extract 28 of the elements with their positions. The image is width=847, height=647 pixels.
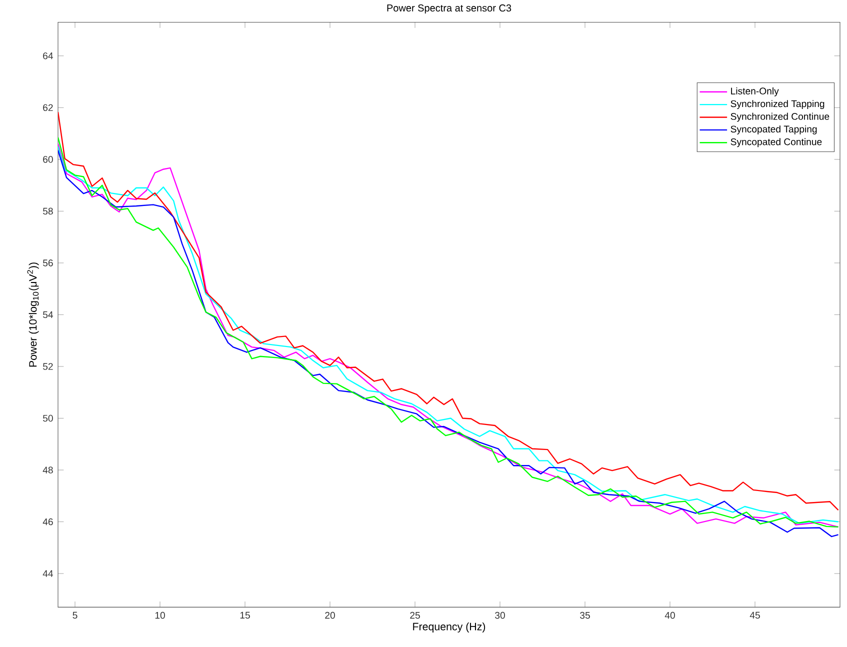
- x-tick-label: 40: [664, 612, 675, 619]
- x-tick-label: 5: [72, 612, 78, 619]
- y-axis-title: Power (10*log$_{10}$(μV$^{2}$)): [27, 262, 39, 367]
- chart-title: Power Spectra at sensor C3: [387, 4, 512, 14]
- legend-label: Synchronized Tapping: [730, 100, 824, 109]
- y-tick-label: 54: [42, 311, 54, 318]
- x-tick-label: 25: [410, 612, 420, 619]
- y-tick-label: 48: [42, 466, 53, 474]
- x-tick-label: 35: [580, 612, 590, 619]
- legend-label: Synchronized Continue: [730, 112, 830, 122]
- legend-label: Syncopated Tapping: [730, 125, 817, 134]
- y-tick-label: 58: [42, 208, 53, 214]
- x-tick-label: 15: [240, 612, 250, 619]
- x-axis-title: Frequency (Hz): [413, 622, 486, 632]
- y-tick-label: 64: [43, 52, 54, 60]
- y-tick-label: 44: [42, 570, 54, 577]
- y-tick-label: 56: [42, 259, 53, 266]
- legend-label: Listen-Only: [731, 87, 779, 96]
- y-tick-label: 60: [43, 156, 53, 163]
- y-tick-label: 52: [42, 362, 53, 370]
- x-tick-label: 20: [325, 612, 335, 619]
- y-tick-label: 46: [42, 518, 53, 526]
- y-tick-label: 50: [42, 414, 53, 422]
- legend-label: Syncopated Continue: [730, 138, 822, 147]
- x-tick-label: 30: [495, 612, 505, 619]
- x-tick-label: 10: [155, 612, 165, 619]
- y-tick-label: 62: [43, 104, 53, 111]
- x-tick-label: 45: [750, 612, 760, 619]
